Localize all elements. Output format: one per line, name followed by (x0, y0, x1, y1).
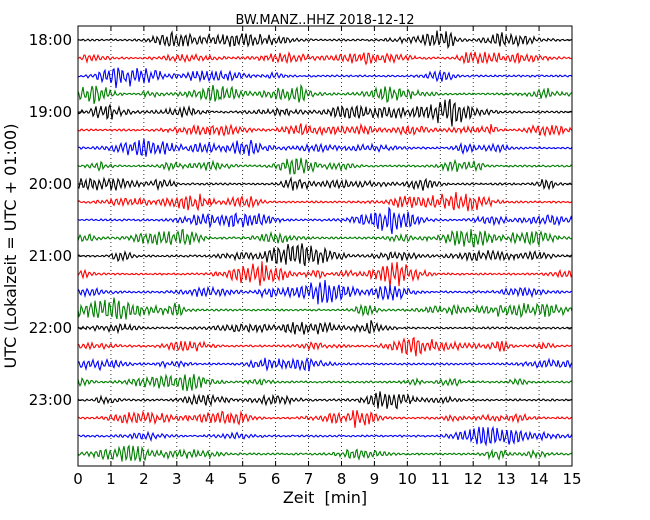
y-tick-label: 19:00 (29, 103, 72, 121)
x-axis-label: Zeit [min] (283, 488, 367, 507)
seismogram-trace (77, 444, 573, 462)
x-tick-label: 6 (271, 470, 281, 488)
seismogram-trace (77, 228, 573, 248)
seismogram-trace (77, 30, 573, 50)
x-tick-label: 9 (370, 470, 380, 488)
y-tick-label: 21:00 (29, 247, 72, 265)
seismogram-trace (77, 261, 573, 288)
x-tick-label: 10 (398, 470, 417, 488)
seismogram-trace (77, 138, 573, 157)
seismogram-trace (77, 279, 573, 305)
seismogram-trace (77, 51, 573, 66)
y-tick-label: 20:00 (29, 175, 72, 193)
x-tick-label: 4 (205, 470, 215, 488)
y-axis-label: UTC (Lokalzeit = UTC + 01:00) (1, 124, 20, 369)
y-tick-label: 23:00 (29, 391, 72, 409)
seismogram-trace (77, 122, 573, 138)
y-axis-ticks: 18:00 19:00 20:00 21:00 22:00 23:00 (29, 31, 572, 409)
seismogram-trace (77, 243, 573, 267)
seismogram-trace (77, 157, 573, 175)
x-tick-label: 2 (139, 470, 149, 488)
seismogram-trace (77, 391, 573, 410)
x-tick-label: 14 (530, 470, 549, 488)
y-tick-label: 18:00 (29, 31, 72, 49)
x-tick-label: 15 (562, 470, 581, 488)
x-tick-label: 5 (238, 470, 248, 488)
seismogram-trace (77, 297, 573, 320)
seismogram-trace (77, 206, 573, 235)
x-axis-ticks: 0 1 2 3 4 5 6 7 8 9 10 11 12 13 14 15 (73, 26, 582, 488)
x-tick-label: 12 (464, 470, 483, 488)
x-tick-label: 11 (431, 470, 450, 488)
seismogram-trace (77, 67, 573, 89)
x-tick-label: 1 (106, 470, 116, 488)
y-tick-label: 22:00 (29, 319, 72, 337)
seismogram-trace (77, 425, 573, 447)
seismogram-trace (77, 176, 573, 192)
chart-title: BW.MANZ..HHZ 2018-12-12 (235, 13, 414, 28)
seismogram-trace (77, 336, 573, 357)
seismogram-trace (77, 373, 573, 392)
seismogram-trace (77, 357, 573, 372)
x-tick-label: 8 (337, 470, 347, 488)
seismogram-trace (77, 320, 573, 335)
seismogram-trace (77, 191, 573, 212)
x-tick-label: 7 (304, 470, 314, 488)
seismogram-trace (77, 99, 573, 127)
seismogram-trace (77, 410, 573, 428)
x-tick-label: 0 (73, 470, 83, 488)
seismogram-traces (77, 30, 573, 462)
seismogram-trace (77, 83, 573, 104)
x-tick-label: 13 (497, 470, 516, 488)
plot-frame (77, 25, 573, 467)
x-tick-label: 3 (172, 470, 182, 488)
